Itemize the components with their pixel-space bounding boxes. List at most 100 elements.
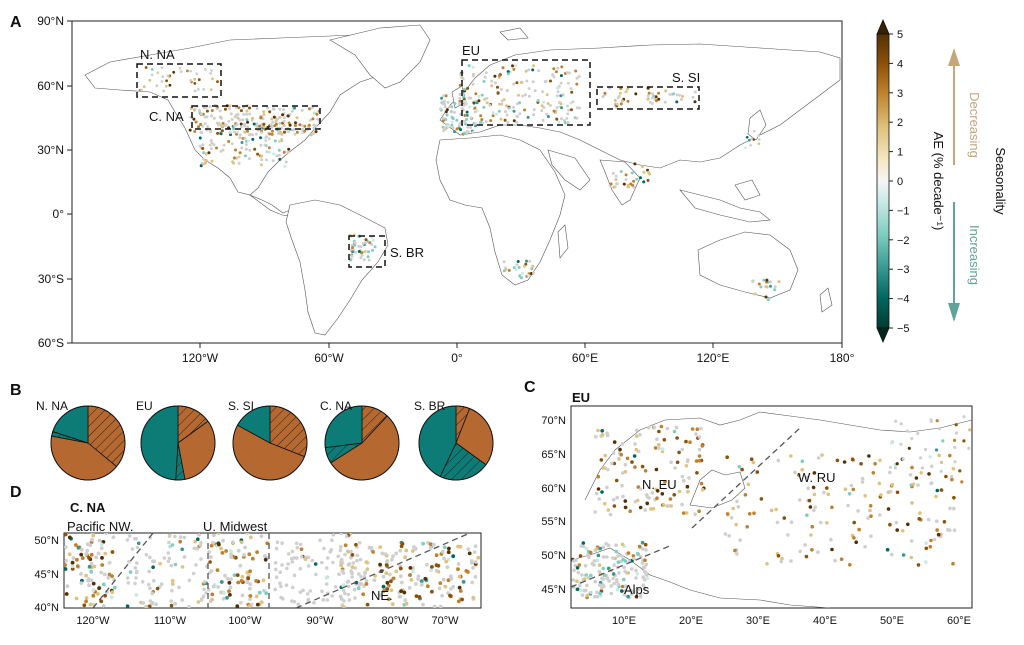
station-dot	[878, 513, 882, 517]
station-dot	[446, 124, 450, 128]
station-dot	[690, 427, 695, 431]
station-dot	[434, 568, 439, 573]
station-dot	[456, 562, 461, 566]
station-dot	[634, 594, 639, 599]
station-dot	[857, 527, 861, 532]
station-dot	[805, 513, 809, 517]
station-dot	[147, 569, 151, 574]
subregion-label-pacific-nw: Pacific NW.	[67, 519, 133, 534]
station-dot	[443, 105, 447, 109]
station-dot	[355, 553, 360, 558]
station-dot	[295, 545, 300, 550]
station-dot	[103, 551, 108, 556]
station-dot	[64, 563, 67, 567]
station-dot	[238, 151, 242, 155]
station-dot	[229, 577, 233, 581]
station-dot	[197, 125, 200, 129]
station-dot	[169, 603, 174, 608]
station-dot	[532, 108, 536, 112]
station-dot	[210, 597, 215, 602]
station-dot	[575, 579, 579, 583]
station-dot	[255, 122, 259, 126]
station-dot	[659, 424, 664, 429]
station-dot	[324, 582, 329, 586]
station-dot	[723, 532, 728, 536]
station-dot	[99, 599, 104, 604]
station-dot	[227, 107, 231, 111]
station-dot	[251, 116, 254, 120]
station-dot	[452, 110, 456, 114]
station-dot	[243, 130, 247, 134]
station-dot	[140, 88, 144, 92]
station-dot	[229, 552, 233, 557]
station-dot	[290, 549, 295, 554]
station-dot	[148, 599, 153, 603]
station-dot	[159, 582, 164, 586]
station-dot	[403, 598, 408, 602]
station-dot	[298, 566, 303, 571]
station-dot	[210, 141, 214, 145]
world-coastlines	[84, 24, 841, 336]
station-dot	[749, 144, 752, 147]
station-dot	[388, 572, 392, 577]
station-dot	[473, 560, 478, 564]
station-dot	[490, 79, 494, 83]
station-dot	[457, 574, 462, 579]
station-dot	[669, 504, 673, 508]
station-dot	[442, 545, 447, 550]
station-dot	[685, 484, 690, 489]
station-dot	[142, 85, 146, 89]
station-dot	[217, 542, 221, 547]
station-dot	[235, 604, 240, 608]
station-dot	[442, 99, 446, 103]
station-dot	[466, 130, 470, 134]
colorbar-label: AE (% decade⁻¹)	[931, 132, 946, 231]
station-dot	[560, 65, 564, 69]
station-dot	[196, 600, 201, 604]
station-dot	[322, 546, 326, 551]
station-dot	[578, 581, 582, 585]
station-dot	[243, 136, 247, 140]
station-dot	[605, 431, 609, 436]
station-dot	[641, 165, 644, 168]
station-dot	[364, 560, 369, 565]
station-dot	[290, 585, 295, 590]
station-dot	[868, 504, 873, 508]
station-dot	[623, 584, 628, 588]
station-dot	[265, 541, 270, 546]
station-dot	[272, 115, 276, 119]
station-dot	[939, 488, 944, 492]
station-dot	[583, 563, 588, 568]
station-dot	[128, 570, 133, 574]
station-dot	[475, 101, 479, 105]
station-dot	[270, 117, 274, 121]
station-dot	[140, 580, 145, 584]
station-dot	[416, 574, 421, 579]
station-dot	[485, 96, 489, 100]
station-dot	[751, 279, 755, 283]
station-dot	[908, 473, 913, 477]
station-dot	[578, 554, 583, 558]
station-dot	[612, 185, 616, 189]
station-dot	[524, 69, 528, 73]
station-dot	[542, 106, 546, 110]
station-dot	[950, 477, 954, 482]
station-dot	[284, 160, 288, 164]
station-dot	[453, 130, 456, 134]
station-dot	[764, 285, 768, 288]
station-dot	[289, 599, 294, 603]
station-dot	[227, 119, 231, 123]
station-dot	[210, 109, 214, 112]
station-dot	[504, 267, 508, 271]
station-dot	[528, 259, 532, 263]
station-dot	[192, 546, 197, 551]
station-dot	[421, 602, 425, 607]
station-dot	[440, 96, 444, 100]
station-dot	[813, 505, 817, 510]
station-dot	[526, 274, 530, 277]
station-dot	[578, 583, 582, 588]
station-dot	[254, 132, 258, 136]
station-dot	[645, 501, 649, 506]
station-dot	[630, 460, 634, 464]
station-dot	[639, 554, 643, 559]
